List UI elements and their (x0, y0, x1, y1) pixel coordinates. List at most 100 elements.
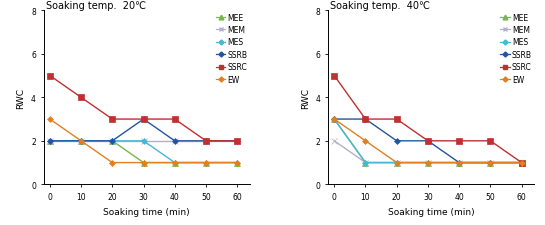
MEE (78, 140, 84, 143)
SSRB (109, 140, 116, 143)
MEM (518, 162, 525, 164)
X-axis label: Soaking time (min): Soaking time (min) (387, 207, 474, 216)
MEE (234, 162, 240, 164)
SSRB (234, 140, 240, 143)
MEM (456, 162, 462, 164)
EW (234, 162, 240, 164)
Line: MEM: MEM (331, 138, 524, 166)
MEE (331, 118, 337, 121)
SSRB (425, 140, 431, 143)
Legend: MEE, MEM, MES, SSRB, SSRC, EW: MEE, MEM, MES, SSRB, SSRC, EW (500, 13, 532, 85)
Y-axis label: RWC: RWC (301, 88, 310, 108)
Legend: MEE, MEM, MES, SSRB, SSRC, EW: MEE, MEM, MES, SSRB, SSRC, EW (215, 13, 248, 85)
Text: Soaking temp.  40℃: Soaking temp. 40℃ (330, 0, 430, 11)
MEM (393, 162, 400, 164)
MES (46, 140, 53, 143)
Line: MES: MES (48, 139, 239, 165)
MEM (203, 140, 209, 143)
MES (234, 162, 240, 164)
MES (362, 162, 369, 164)
MEE (362, 162, 369, 164)
MEM (109, 140, 116, 143)
SSRB (456, 162, 462, 164)
MEE (518, 162, 525, 164)
SSRB (78, 140, 84, 143)
MEM (140, 140, 147, 143)
MES (172, 162, 178, 164)
MEM (362, 162, 369, 164)
MEM (46, 140, 53, 143)
MEE (393, 162, 400, 164)
SSRC (109, 118, 116, 121)
SSRC (140, 118, 147, 121)
SSRC (172, 118, 178, 121)
Line: SSRC: SSRC (47, 73, 240, 144)
SSRC (331, 75, 337, 78)
SSRB (362, 118, 369, 121)
SSRC (518, 162, 525, 164)
EW (78, 140, 84, 143)
SSRB (140, 118, 147, 121)
MEM (331, 140, 337, 143)
SSRC (78, 97, 84, 99)
MEE (203, 162, 209, 164)
MES (393, 162, 400, 164)
EW (362, 140, 369, 143)
Y-axis label: RWC: RWC (16, 88, 26, 108)
MES (140, 140, 147, 143)
MEM (234, 140, 240, 143)
MEE (172, 162, 178, 164)
Text: Soaking temp.  20℃: Soaking temp. 20℃ (46, 0, 146, 11)
MES (331, 118, 337, 121)
Line: SSRB: SSRB (332, 117, 524, 165)
SSRB (203, 140, 209, 143)
SSRC (487, 140, 494, 143)
SSRC (456, 140, 462, 143)
MEM (487, 162, 494, 164)
MEE (456, 162, 462, 164)
Line: EW: EW (48, 117, 239, 165)
Line: SSRB: SSRB (48, 117, 239, 143)
MEM (425, 162, 431, 164)
SSRC (46, 75, 53, 78)
SSRB (487, 162, 494, 164)
EW (109, 162, 116, 164)
MEM (172, 140, 178, 143)
MEE (487, 162, 494, 164)
SSRC (234, 140, 240, 143)
MEE (425, 162, 431, 164)
MES (425, 162, 431, 164)
MEM (78, 140, 84, 143)
EW (487, 162, 494, 164)
Line: MEE: MEE (331, 117, 524, 166)
SSRB (172, 140, 178, 143)
EW (425, 162, 431, 164)
SSRB (331, 118, 337, 121)
MES (518, 162, 525, 164)
SSRC (203, 140, 209, 143)
Line: MEM: MEM (47, 138, 240, 144)
SSRB (46, 140, 53, 143)
Line: SSRC: SSRC (331, 73, 524, 166)
SSRB (518, 162, 525, 164)
MEE (109, 140, 116, 143)
MEE (140, 162, 147, 164)
EW (46, 118, 53, 121)
EW (172, 162, 178, 164)
MEE (46, 140, 53, 143)
Line: EW: EW (332, 117, 524, 165)
SSRC (393, 118, 400, 121)
MES (203, 162, 209, 164)
MES (456, 162, 462, 164)
EW (393, 162, 400, 164)
X-axis label: Soaking time (min): Soaking time (min) (104, 207, 190, 216)
MES (109, 140, 116, 143)
EW (518, 162, 525, 164)
EW (456, 162, 462, 164)
SSRC (362, 118, 369, 121)
EW (203, 162, 209, 164)
SSRC (425, 140, 431, 143)
MES (78, 140, 84, 143)
EW (140, 162, 147, 164)
Line: MES: MES (332, 117, 524, 165)
